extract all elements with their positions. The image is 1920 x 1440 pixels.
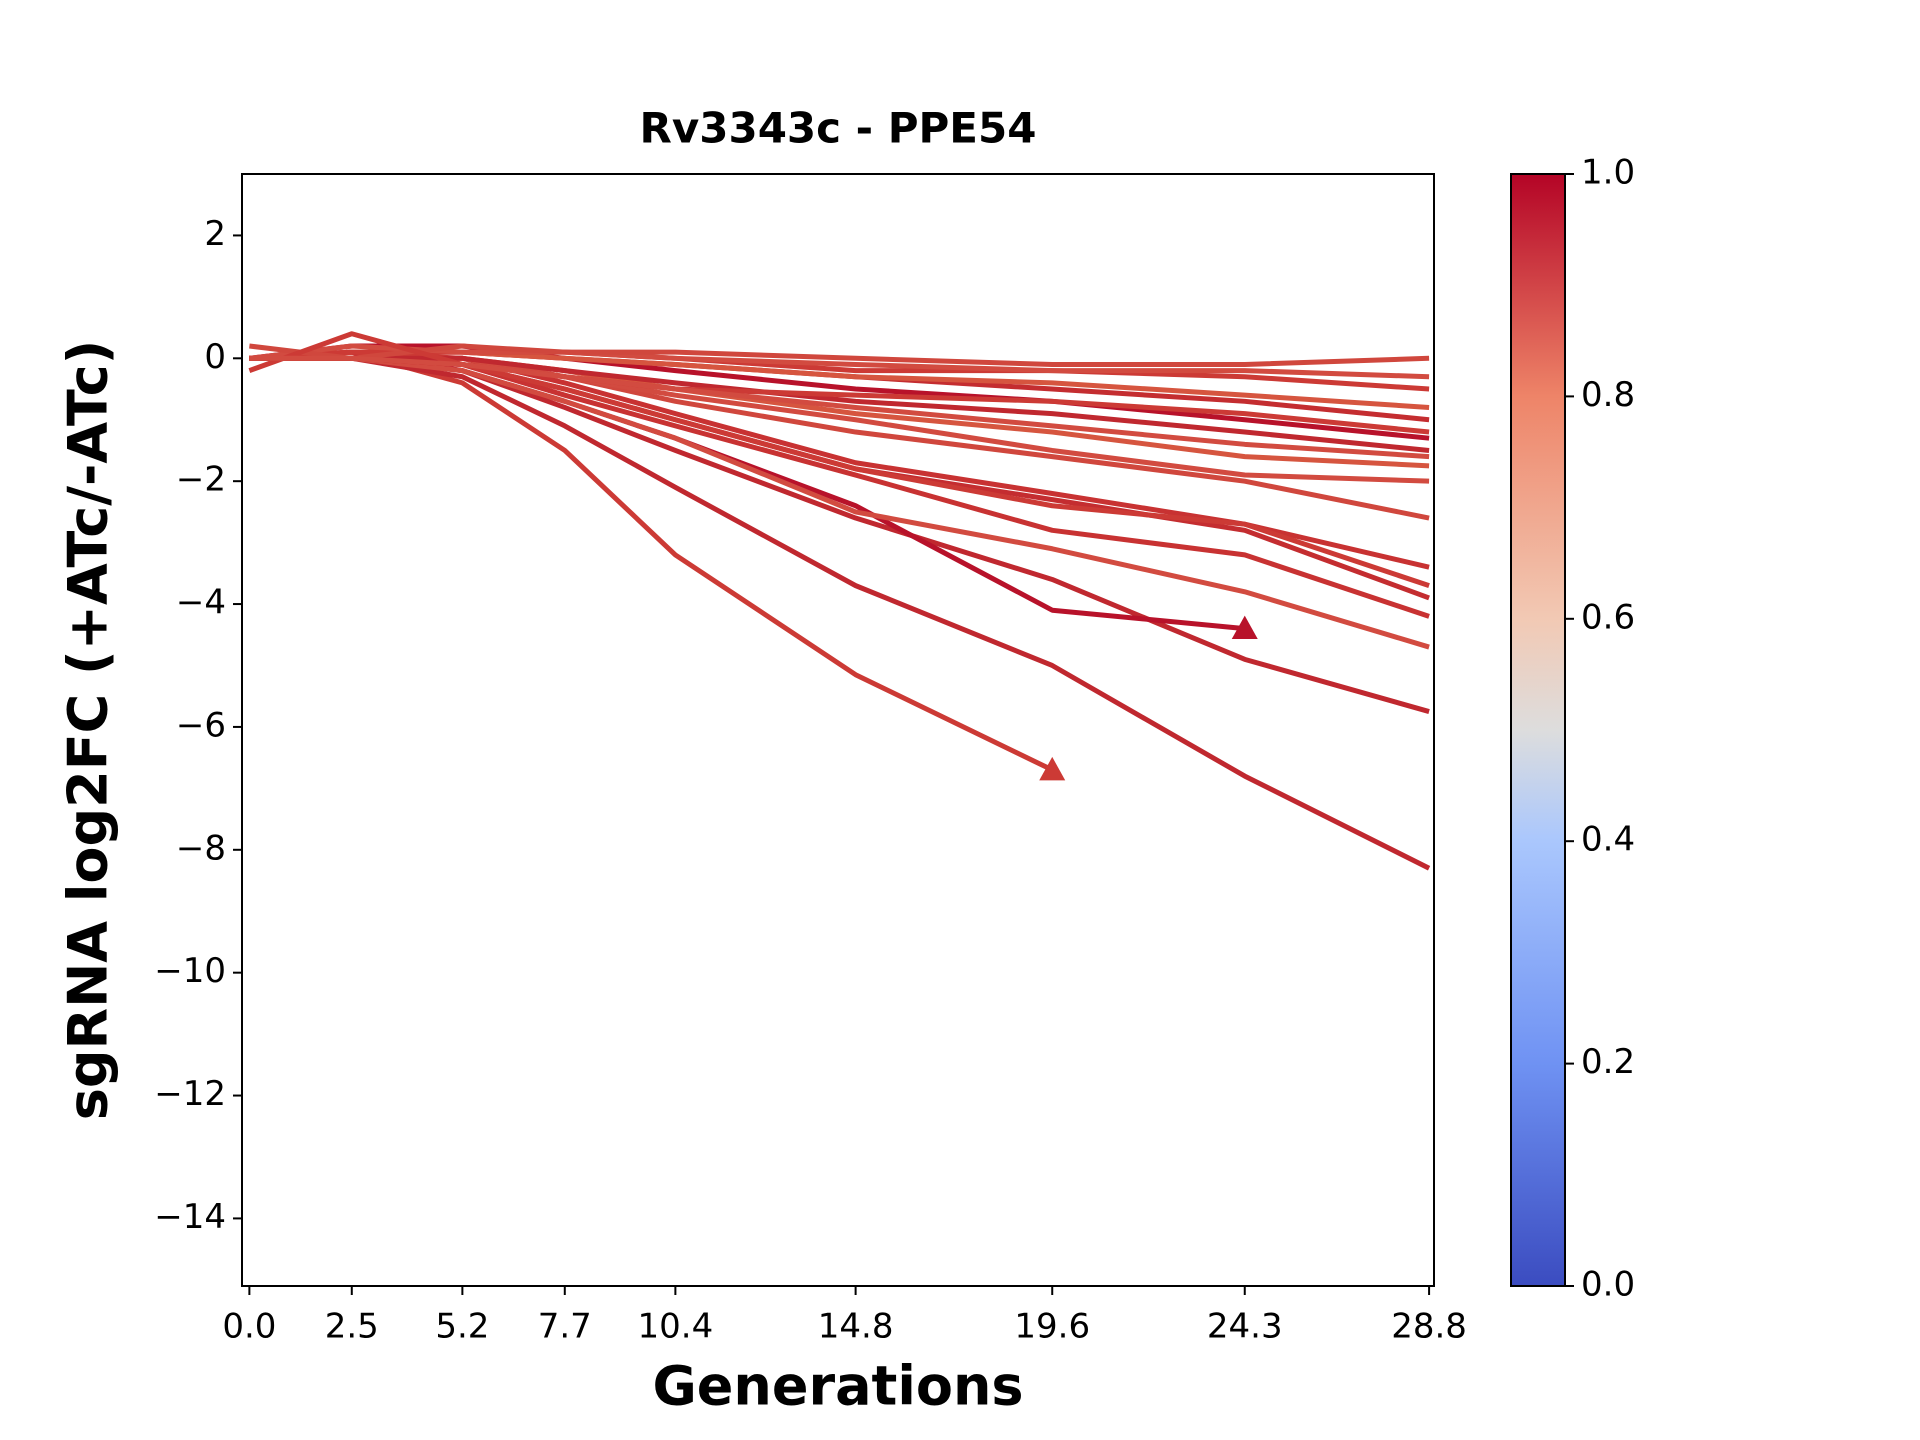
x-tick-label: 0.0: [222, 1307, 276, 1347]
x-tick-label: 10.4: [638, 1307, 714, 1347]
x-axis-label: Generations: [652, 1355, 1023, 1418]
colorbar-tick-label: 1.0: [1581, 153, 1635, 193]
x-tick-label: 24.3: [1207, 1307, 1283, 1347]
y-tick-label: 0: [204, 337, 226, 377]
y-tick-label: −2: [176, 460, 226, 500]
y-tick-label: −6: [176, 705, 226, 745]
plot-frame: [241, 173, 1435, 1287]
y-axis-label: sgRNA log2FC (+ATc/-ATc): [57, 340, 120, 1121]
y-tick-label: −10: [154, 951, 226, 991]
y-tick-label: −14: [154, 1197, 226, 1237]
chart-title: Rv3343c - PPE54: [640, 104, 1037, 153]
x-tick-label: 14.8: [818, 1307, 894, 1347]
series-line: [249, 355, 1430, 460]
series-line: [249, 355, 1430, 521]
colorbar: [1510, 173, 1566, 1287]
colorbar-tick-label: 0.6: [1581, 597, 1635, 637]
series-line: [249, 343, 1430, 380]
x-tick-label: 2.5: [325, 1307, 379, 1347]
series-line: [249, 343, 1430, 367]
colorbar-tick-label: 0.0: [1581, 1265, 1635, 1305]
x-tick-label: 5.2: [435, 1307, 489, 1347]
colorbar-tick-label: 0.2: [1581, 1042, 1635, 1082]
y-tick-label: −12: [154, 1074, 226, 1114]
colorbar-tick-label: 0.4: [1581, 820, 1635, 860]
y-tick-label: −8: [176, 828, 226, 868]
end-marker: [1039, 756, 1066, 781]
y-tick-label: −4: [176, 583, 226, 623]
y-tick-label: 2: [204, 214, 226, 254]
x-tick-label: 7.7: [538, 1307, 592, 1347]
end-marker: [1231, 615, 1258, 640]
x-tick-label: 19.6: [1014, 1307, 1090, 1347]
x-tick-label: 28.8: [1391, 1307, 1467, 1347]
colorbar-tick-label: 0.8: [1581, 375, 1635, 415]
